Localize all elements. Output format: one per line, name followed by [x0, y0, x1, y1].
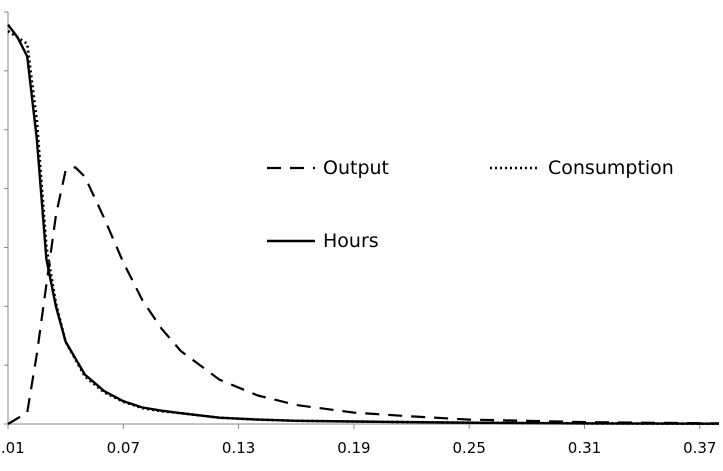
series-line-output — [7, 166, 720, 425]
series-line-hours — [7, 23, 720, 425]
legend-label-output: Output — [323, 157, 389, 179]
x-tick-label: 0.31 — [568, 439, 601, 457]
legend: Output Consumption Hours — [267, 157, 674, 252]
x-tick-label: 0.13 — [222, 439, 255, 457]
x-tick-label: 0.37 — [683, 439, 716, 457]
x-tick-label: 0.01 — [0, 439, 25, 457]
legend-label-consumption: Consumption — [548, 157, 674, 179]
legend-label-hours: Hours — [323, 230, 379, 252]
series-line-consumption — [7, 29, 720, 425]
x-tick-label: 0.07 — [107, 439, 140, 457]
x-tick-label: 0.25 — [452, 439, 485, 457]
axes: 0.01 0.07 0.13 0.19 0.25 0.31 0.37 — [0, 11, 719, 457]
x-tick-label: 0.19 — [337, 439, 370, 457]
series-layer — [7, 23, 720, 425]
